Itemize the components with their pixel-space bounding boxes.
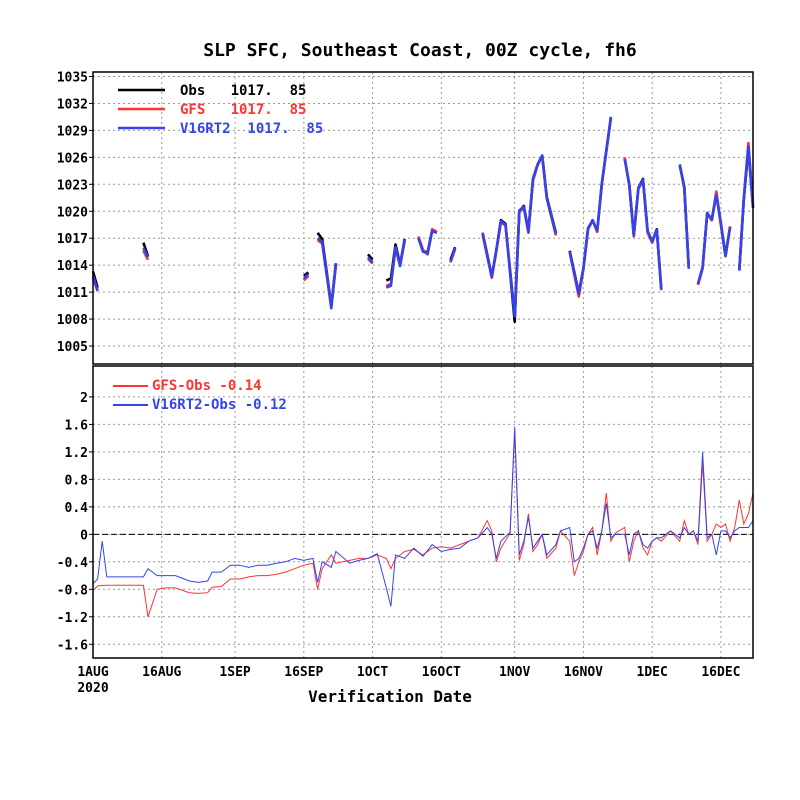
top-line-v16rt2 xyxy=(696,193,732,285)
top-y-tick-label: 1011 xyxy=(57,286,88,301)
top-line-v16rt2 xyxy=(738,145,755,271)
top-line-obs xyxy=(623,158,663,290)
top-line-v16rt2 xyxy=(417,229,438,255)
top-series xyxy=(91,116,755,324)
top-legend: Obs 1017. 85 GFS 1017. 85 V16RT2 1017. 85 xyxy=(118,83,323,137)
bottom-line-v16rt2-obs xyxy=(92,427,754,607)
top-y-tick-label: 1014 xyxy=(57,259,88,274)
bottom-legend: GFS-Obs -0.14 V16RT2-Obs -0.12 xyxy=(113,378,287,413)
top-y-tick-label: 1008 xyxy=(57,313,88,328)
top-line-v16rt2 xyxy=(481,154,558,318)
top-line-v16rt2 xyxy=(142,247,150,258)
top-legend-label-v16rt2: V16RT2 1017. 85 xyxy=(180,121,323,137)
top-line-v16rt2 xyxy=(302,273,310,280)
x-tick-label: 16SEP xyxy=(284,665,323,680)
x-tick-label: 16NOV xyxy=(564,665,603,680)
x-axis-title: Verification Date xyxy=(308,687,472,706)
top-line-obs xyxy=(302,271,310,278)
bottom-y-tick-label: -0.4 xyxy=(57,556,88,571)
top-y-tick-label: 1005 xyxy=(57,340,88,355)
top-line-obs xyxy=(568,117,613,295)
top-line-v16rt2 xyxy=(367,256,374,264)
top-line-v16rt2 xyxy=(385,239,406,289)
bottom-y-tick-label: 0.4 xyxy=(65,501,89,516)
x-tick-label: 1DEC xyxy=(637,665,668,680)
top-line-v16rt2 xyxy=(623,158,663,290)
top-y-tick-label: 1020 xyxy=(57,205,88,220)
top-line-gfs xyxy=(568,116,613,298)
top-y-tick-labels: 1005 1008 1011 1014 1017 1020 1023 1026 1029 1032… xyxy=(57,70,93,355)
bottom-y-tick-label: -1.6 xyxy=(57,638,88,653)
top-line-obs xyxy=(367,253,374,261)
top-y-tick-label: 1026 xyxy=(57,151,88,166)
x-tick-label: 16OCT xyxy=(422,665,461,680)
bottom-y-tick-label: 1.2 xyxy=(65,446,88,461)
x-tick-label: 1OCT xyxy=(357,665,388,680)
top-line-v16rt2 xyxy=(316,237,338,310)
x-tick-label: 16AUG xyxy=(142,665,181,680)
top-y-tick-label: 1032 xyxy=(57,97,88,112)
top-line-gfs xyxy=(623,157,663,291)
top-y-tick-label: 1017 xyxy=(57,232,88,247)
x-tick-label: 1AUG xyxy=(77,665,108,680)
top-y-tick-label: 1035 xyxy=(57,70,88,85)
bottom-series xyxy=(92,427,754,617)
chart-title: SLP SFC, Southeast Coast, 00Z cycle, fh6 xyxy=(203,40,636,61)
bottom-y-tick-label: 0.8 xyxy=(65,473,89,488)
top-panel-frame xyxy=(92,71,754,365)
x-year-label: 2020 xyxy=(77,681,108,696)
x-tick-label: 1NOV xyxy=(499,665,530,680)
top-legend-label-obs: Obs 1017. 85 xyxy=(180,83,306,99)
bottom-legend-label-v16rt2-obs: V16RT2-Obs -0.12 xyxy=(152,397,287,413)
bottom-panel-frame xyxy=(92,365,754,659)
top-line-v16rt2 xyxy=(91,275,99,291)
x-tick-labels: 1AUG 16AUG 1SEP 16SEP 1OCT 16OCT 1NOV 16NOV 1DEC… xyxy=(77,665,740,680)
bottom-y-tick-label: 2 xyxy=(80,391,88,406)
x-tick-label: 1SEP xyxy=(219,665,250,680)
top-y-tick-label: 1023 xyxy=(57,178,88,193)
bottom-y-tick-label: -1.2 xyxy=(57,611,88,626)
top-y-tick-label: 1029 xyxy=(57,124,88,139)
top-line-v16rt2 xyxy=(449,247,457,263)
top-line-v16rt2 xyxy=(568,116,613,296)
bottom-legend-label-gfs-obs: GFS-Obs -0.14 xyxy=(152,378,262,394)
top-legend-label-gfs: GFS 1017. 85 xyxy=(180,102,306,118)
bottom-y-tick-label: 1.6 xyxy=(65,418,89,433)
bottom-y-tick-labels: -1.6 -1.2 -0.8 -0.4 0 0.4 0.8 1.2 1.6 2 xyxy=(57,391,93,653)
bottom-line-gfs-obs xyxy=(92,431,754,617)
x-tick-label: 16DEC xyxy=(701,665,740,680)
top-line-v16rt2 xyxy=(678,164,691,269)
top-line-gfs xyxy=(302,275,310,282)
bottom-y-tick-label: 0 xyxy=(80,528,88,543)
bottom-y-tick-label: -0.8 xyxy=(57,583,88,598)
bottom-panel: GFS-Obs -0.14 V16RT2-Obs -0.12 -1.6 -1.2 -0… xyxy=(57,365,754,680)
